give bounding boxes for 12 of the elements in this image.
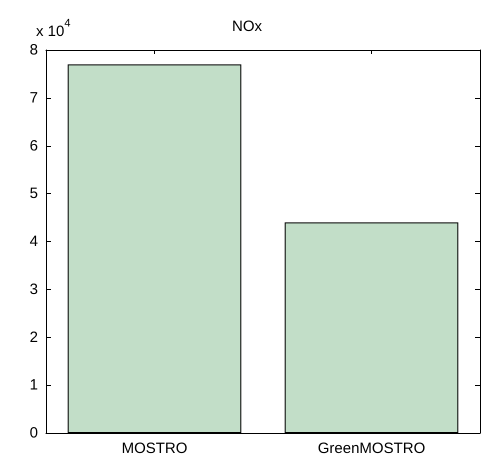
y-tick-label: 7: [30, 89, 38, 106]
chart-title: NOx: [232, 18, 262, 35]
y-tick-label: 3: [30, 280, 38, 298]
y-tick-label: 6: [30, 137, 38, 154]
x-tick-label: GreenMOSTRO: [318, 440, 426, 457]
y-tick-label: 2: [30, 328, 38, 346]
y-tick-label: 1: [30, 376, 38, 394]
y-tick-label: 5: [30, 185, 38, 202]
y-tick-label: 4: [30, 233, 38, 250]
y-tick-label: 8: [30, 42, 38, 58]
x-tick-label: MOSTRO: [122, 440, 188, 457]
y-tick-label: 0: [30, 424, 38, 442]
